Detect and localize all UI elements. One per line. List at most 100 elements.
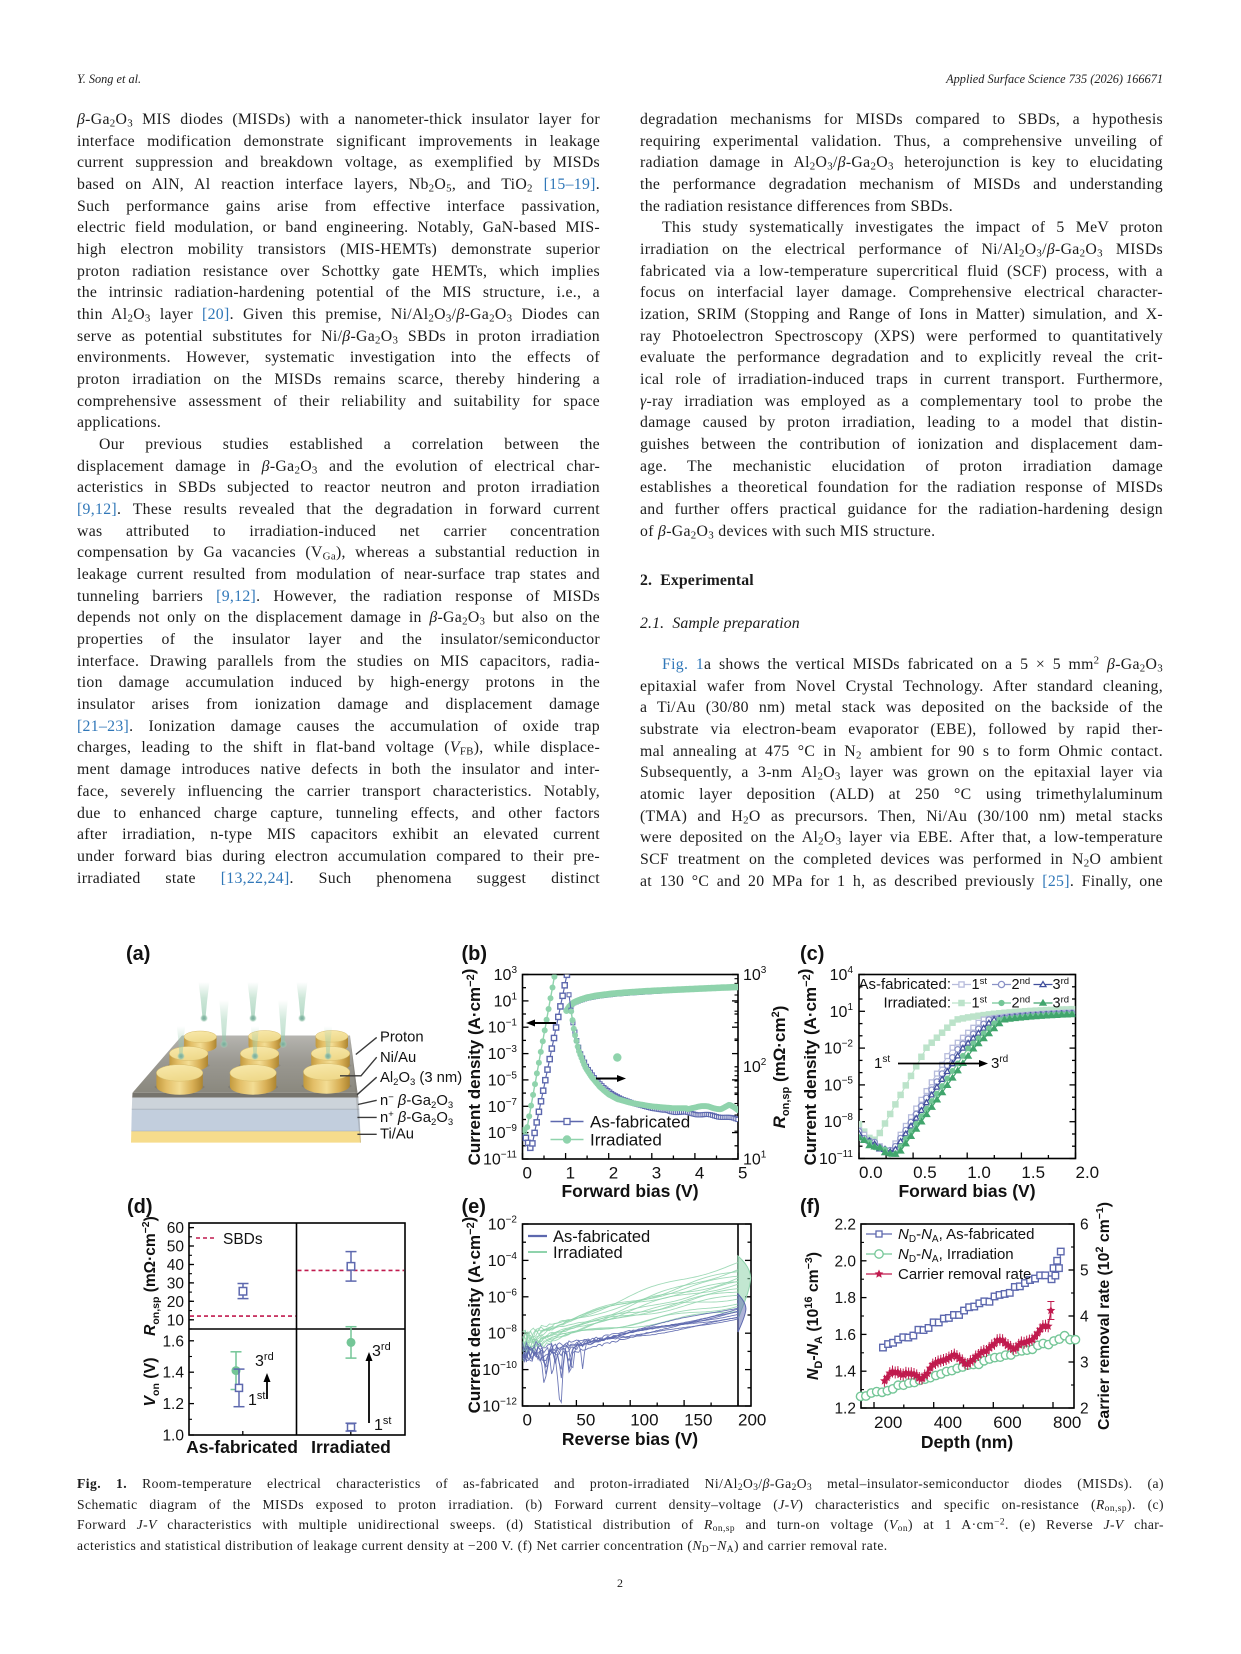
svg-text:5: 5 <box>1080 1263 1089 1280</box>
svg-text:Von (V): Von (V) <box>142 1357 162 1406</box>
svg-text:1.4: 1.4 <box>162 1365 184 1382</box>
svg-text:100: 100 <box>630 1411 658 1430</box>
svg-text:50: 50 <box>167 1239 185 1256</box>
svg-text:10: 10 <box>167 1312 185 1329</box>
svg-text:Depth (nm): Depth (nm) <box>921 1432 1013 1452</box>
svg-text:20: 20 <box>167 1294 185 1311</box>
svg-text:1.2: 1.2 <box>162 1396 184 1413</box>
svg-text:1st: 1st <box>972 976 988 993</box>
svg-text:800: 800 <box>1053 1413 1081 1432</box>
svg-text:2nd: 2nd <box>1012 976 1031 993</box>
svg-text:Carrier removal rate (102 cm−1: Carrier removal rate (102 cm−1) <box>1094 1202 1113 1430</box>
svg-text:ND-NA (1016 cm−3): ND-NA (1016 cm−3) <box>803 1252 825 1380</box>
svg-text:10−9: 10−9 <box>488 1123 518 1142</box>
svg-text:200: 200 <box>874 1413 902 1432</box>
svg-text:1.6: 1.6 <box>834 1327 856 1344</box>
svg-text:(f): (f) <box>800 1196 820 1218</box>
svg-text:(b): (b) <box>462 943 488 965</box>
svg-text:Ti/Au: Ti/Au <box>380 1127 414 1143</box>
svg-text:SBDs: SBDs <box>223 1231 263 1248</box>
svg-text:400: 400 <box>934 1413 962 1432</box>
svg-text:10−11: 10−11 <box>819 1149 853 1168</box>
svg-text:Ni/Au: Ni/Au <box>380 1050 416 1066</box>
svg-text:40: 40 <box>167 1257 185 1274</box>
svg-text:10−5: 10−5 <box>824 1075 854 1094</box>
svg-text:Carrier removal rate: Carrier removal rate <box>898 1266 1031 1283</box>
svg-text:3rd: 3rd <box>991 1054 1008 1072</box>
svg-text:1.5: 1.5 <box>1021 1163 1045 1182</box>
svg-text:1.6: 1.6 <box>162 1333 184 1350</box>
svg-text:10−10: 10−10 <box>482 1360 517 1379</box>
svg-text:Ron,sp (mΩ·cm2): Ron,sp (mΩ·cm2) <box>770 1006 792 1129</box>
svg-text:3rd: 3rd <box>1053 976 1070 993</box>
svg-text:10−8: 10−8 <box>824 1112 854 1131</box>
svg-text:Forward bias (V): Forward bias (V) <box>898 1181 1035 1201</box>
svg-text:600: 600 <box>993 1413 1021 1432</box>
svg-text:As-fabricated:: As-fabricated: <box>858 976 951 993</box>
svg-text:10−4: 10−4 <box>488 1251 518 1270</box>
svg-text:150: 150 <box>684 1411 712 1430</box>
svg-text:0.5: 0.5 <box>913 1163 937 1182</box>
svg-text:10−2: 10−2 <box>488 1215 518 1234</box>
svg-text:10−11: 10−11 <box>483 1150 517 1169</box>
svg-text:4: 4 <box>695 1164 704 1183</box>
svg-text:1st: 1st <box>972 995 988 1012</box>
svg-text:103: 103 <box>494 965 518 984</box>
svg-text:1.0: 1.0 <box>162 1428 184 1445</box>
svg-text:Irradiated:: Irradiated: <box>883 995 951 1012</box>
svg-text:ND-NA, Irradiation: ND-NA, Irradiation <box>898 1246 1014 1265</box>
svg-text:Current density (A·cm−2): Current density (A·cm−2) <box>459 969 484 1166</box>
svg-text:Irradiated: Irradiated <box>553 1244 623 1262</box>
svg-text:10−1: 10−1 <box>488 1018 518 1037</box>
svg-text:Ron,sp (mΩ·cm−2): Ron,sp (mΩ·cm−2) <box>140 1216 162 1336</box>
svg-text:10−2: 10−2 <box>824 1039 854 1058</box>
svg-text:ND-NA, As-fabricated: ND-NA, As-fabricated <box>898 1226 1034 1245</box>
svg-text:0: 0 <box>523 1164 532 1183</box>
svg-text:30: 30 <box>167 1275 185 1292</box>
svg-text:As-fabricated: As-fabricated <box>186 1437 298 1457</box>
svg-text:0: 0 <box>523 1411 532 1430</box>
svg-text:(e): (e) <box>462 1196 486 1218</box>
svg-text:Current density (A·cm−2): Current density (A·cm−2) <box>459 1217 484 1414</box>
svg-text:5: 5 <box>738 1164 747 1183</box>
svg-text:2: 2 <box>1080 1401 1089 1418</box>
svg-text:101: 101 <box>830 1002 854 1021</box>
svg-text:Irradiated: Irradiated <box>590 1131 662 1150</box>
svg-text:Irradiated: Irradiated <box>311 1437 391 1457</box>
svg-text:6: 6 <box>1080 1217 1089 1234</box>
svg-text:3: 3 <box>652 1164 661 1183</box>
svg-text:1.4: 1.4 <box>834 1364 856 1381</box>
svg-text:3rd: 3rd <box>255 1351 274 1370</box>
svg-text:2.0: 2.0 <box>1076 1163 1100 1182</box>
svg-text:Reverse bias (V): Reverse bias (V) <box>562 1429 698 1449</box>
svg-text:10−6: 10−6 <box>488 1287 518 1306</box>
svg-text:1.2: 1.2 <box>834 1401 856 1418</box>
svg-text:101: 101 <box>743 1150 767 1169</box>
svg-text:Forward bias (V): Forward bias (V) <box>561 1181 698 1201</box>
svg-text:2: 2 <box>609 1164 618 1183</box>
svg-text:3: 3 <box>1080 1355 1089 1372</box>
svg-text:0.0: 0.0 <box>859 1163 883 1182</box>
svg-text:102: 102 <box>743 1057 767 1076</box>
svg-text:101: 101 <box>494 991 518 1010</box>
svg-text:10−3: 10−3 <box>488 1044 518 1063</box>
svg-text:1: 1 <box>566 1164 575 1183</box>
svg-text:1.0: 1.0 <box>967 1163 991 1182</box>
svg-text:As-fabricated: As-fabricated <box>553 1228 650 1246</box>
svg-text:2.2: 2.2 <box>834 1217 856 1234</box>
svg-text:As-fabricated: As-fabricated <box>590 1113 690 1132</box>
svg-text:Al2O3 (3 nm): Al2O3 (3 nm) <box>380 1070 462 1088</box>
svg-text:1.8: 1.8 <box>834 1290 856 1307</box>
svg-text:1st: 1st <box>874 1054 890 1072</box>
svg-text:Current density (A·cm−2): Current density (A·cm−2) <box>795 969 820 1166</box>
svg-text:n+ β-Ga2O3: n+ β-Ga2O3 <box>380 1109 453 1128</box>
svg-text:10−8: 10−8 <box>488 1324 518 1343</box>
svg-text:2.0: 2.0 <box>834 1253 856 1270</box>
svg-text:60: 60 <box>167 1220 185 1237</box>
svg-text:10−12: 10−12 <box>482 1397 517 1416</box>
svg-text:Proton: Proton <box>380 1030 424 1046</box>
svg-text:4: 4 <box>1080 1309 1089 1326</box>
svg-text:10−7: 10−7 <box>488 1097 518 1116</box>
svg-text:3rd: 3rd <box>372 1341 391 1360</box>
svg-text:1st: 1st <box>374 1415 391 1434</box>
